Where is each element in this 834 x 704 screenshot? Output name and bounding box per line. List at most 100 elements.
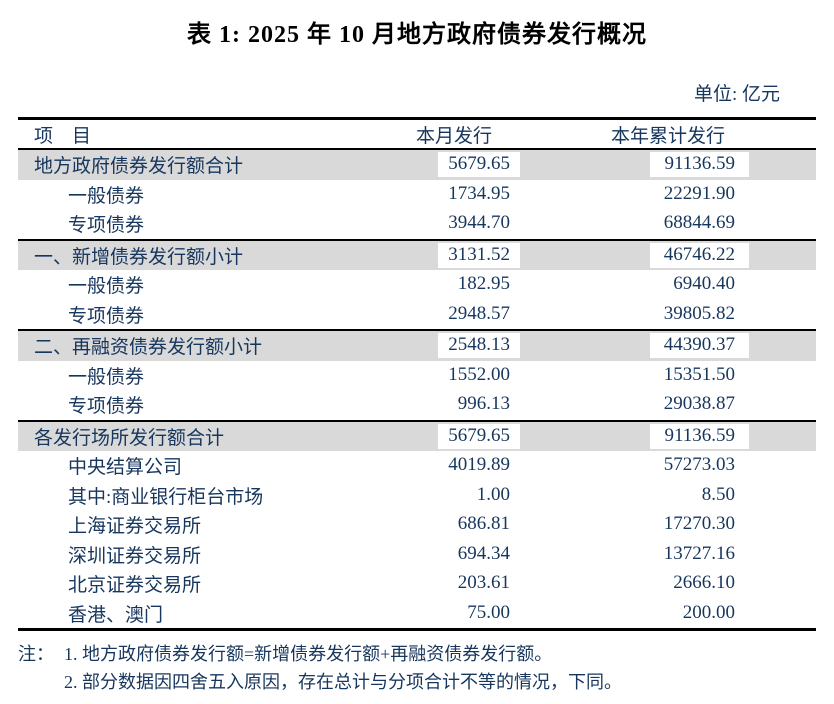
- table-row-8: 专项债券 996.13 29038.87: [18, 390, 816, 420]
- month-value-box: 2548.13: [438, 333, 520, 359]
- row-ytd-value: 39805.82: [520, 302, 816, 327]
- table-row-6: 二、再融资债券发行额小计 2548.13 44390.37: [18, 329, 816, 361]
- row-month-value: 203.61: [388, 571, 520, 596]
- table-notes: 注： 1. 地方政府债券发行额=新增债券发行额+再融资债券发行额。 2. 部分数…: [18, 640, 816, 696]
- month-value-box: 3131.52: [438, 242, 520, 268]
- table-row-14: 北京证券交易所 203.61 2666.10: [18, 569, 816, 599]
- month-value-box: 75.00: [467, 601, 510, 623]
- row-month-value: 3131.52: [388, 242, 520, 268]
- row-item-label: 各发行场所发行额合计: [34, 427, 225, 449]
- table-title: 表 1: 2025 年 10 月地方政府债券发行概况: [187, 22, 647, 48]
- row-ytd-value: 6940.40: [520, 272, 816, 297]
- row-month-value: 3944.70: [388, 211, 520, 236]
- table-row-10: 中央结算公司 4019.89 57273.03: [18, 451, 816, 481]
- row-item-label: 深圳证券交易所: [68, 545, 202, 567]
- row-item-label: 二、再融资债券发行额小计: [34, 337, 263, 359]
- row-item-label: 地方政府债券发行额合计: [34, 156, 244, 178]
- ytd-value-box: 13727.16: [663, 542, 735, 564]
- month-value-box: 1.00: [476, 483, 510, 505]
- month-value-box: 2948.57: [448, 302, 510, 324]
- row-item-label: 专项债券: [68, 305, 145, 327]
- ytd-value-box: 15351.50: [663, 363, 735, 385]
- note-line-1: 注： 1. 地方政府债券发行额=新增债券发行额+再融资债券发行额。: [18, 640, 816, 668]
- row-month-value: 1.00: [388, 483, 520, 508]
- table-row-11: 其中:商业银行柜台市场 1.00 8.50: [18, 481, 816, 511]
- row-item-label: 香港、澳门: [68, 604, 164, 626]
- table-row-15: 香港、澳门 75.00 200.00: [18, 599, 816, 629]
- table-row-1: 一般债券 1734.95 22291.90: [18, 180, 816, 210]
- row-item-label: 上海证券交易所: [68, 516, 202, 538]
- month-value-box: 203.61: [457, 572, 510, 594]
- row-ytd-value: 57273.03: [520, 453, 816, 478]
- row-item-label: 一般债券: [68, 276, 145, 298]
- row-item-label: 一般债券: [68, 185, 145, 207]
- month-value-box: 3944.70: [448, 212, 510, 234]
- row-month-value: 996.13: [388, 392, 520, 417]
- row-ytd-value: 15351.50: [520, 363, 816, 388]
- ytd-value-box: 44390.37: [649, 333, 749, 359]
- row-ytd-value: 68844.69: [520, 211, 816, 236]
- row-item-label: 中央结算公司: [68, 457, 183, 479]
- note-text-1: 1. 地方政府债券发行额=新增债券发行额+再融资债券发行额。: [64, 644, 553, 664]
- column-header-month-issuance: 本月发行: [415, 125, 492, 147]
- month-value-box: 4019.89: [448, 454, 510, 476]
- ytd-value-box: 22291.90: [663, 182, 735, 204]
- ytd-value-box: 200.00: [682, 601, 735, 623]
- ytd-value-box: 39805.82: [663, 302, 735, 324]
- row-ytd-value: 22291.90: [520, 182, 816, 207]
- row-ytd-value: 13727.16: [520, 542, 816, 567]
- row-month-value: 75.00: [388, 601, 520, 626]
- row-ytd-value: 2666.10: [520, 571, 816, 596]
- unit-label: 单位: 亿元: [693, 84, 780, 105]
- ytd-value-box: 68844.69: [663, 212, 735, 234]
- row-ytd-value: 91136.59: [520, 152, 816, 178]
- row-month-value: 5679.65: [388, 152, 520, 178]
- month-value-box: 182.95: [457, 273, 510, 295]
- row-item-label: 北京证券交易所: [68, 575, 202, 597]
- row-month-value: 1734.95: [388, 182, 520, 207]
- row-month-value: 694.34: [388, 542, 520, 567]
- row-ytd-value: 8.50: [520, 483, 816, 508]
- row-month-value: 5679.65: [388, 423, 520, 449]
- month-value-box: 996.13: [457, 393, 510, 415]
- table-row-3: 一、新增债券发行额小计 3131.52 46746.22: [18, 238, 816, 270]
- row-item-label: 专项债券: [68, 396, 145, 418]
- table-row-12: 上海证券交易所 686.81 17270.30: [18, 510, 816, 540]
- month-value-box: 1734.95: [448, 182, 510, 204]
- row-month-value: 182.95: [388, 272, 520, 297]
- table-row-5: 专项债券 2948.57 39805.82: [18, 300, 816, 330]
- note-text-2: 2. 部分数据因四舍五入原因，存在总计与分项合计不等的情况，下同。: [64, 672, 622, 692]
- row-ytd-value: 29038.87: [520, 392, 816, 417]
- row-month-value: 686.81: [388, 512, 520, 537]
- table-body: 地方政府债券发行额合计 5679.65 91136.59 一般债券 1734.9…: [18, 150, 816, 628]
- column-header-item: 项 目: [34, 125, 92, 147]
- bond-issuance-table: 项 目 本月发行 本年累计发行 地方政府债券发行额合计 5679.65 9113…: [18, 117, 816, 631]
- table-row-0: 地方政府债券发行额合计 5679.65 91136.59: [18, 150, 816, 180]
- row-month-value: 1552.00: [388, 363, 520, 388]
- ytd-value-box: 29038.87: [663, 393, 735, 415]
- row-month-value: 4019.89: [388, 453, 520, 478]
- ytd-value-box: 17270.30: [663, 513, 735, 535]
- ytd-value-box: 91136.59: [650, 152, 749, 178]
- note-line-2: 2. 部分数据因四舍五入原因，存在总计与分项合计不等的情况，下同。: [18, 668, 816, 696]
- ytd-value-box: 2666.10: [673, 572, 735, 594]
- table-row-2: 专项债券 3944.70 68844.69: [18, 209, 816, 239]
- row-ytd-value: 91136.59: [520, 423, 816, 449]
- row-ytd-value: 200.00: [520, 601, 816, 626]
- ytd-value-box: 8.50: [701, 483, 735, 505]
- month-value-box: 5679.65: [438, 423, 520, 449]
- table-row-9: 各发行场所发行额合计 5679.65 91136.59: [18, 419, 816, 451]
- table-header-row: 项 目 本月发行 本年累计发行: [18, 120, 816, 150]
- row-ytd-value: 46746.22: [520, 242, 816, 268]
- row-item-label: 一般债券: [68, 366, 145, 388]
- row-ytd-value: 17270.30: [520, 512, 816, 537]
- column-header-ytd-issuance: 本年累计发行: [610, 125, 725, 147]
- row-month-value: 2548.13: [388, 333, 520, 359]
- row-item-label: 一、新增债券发行额小计: [34, 246, 244, 268]
- table-row-7: 一般债券 1552.00 15351.50: [18, 361, 816, 391]
- ytd-value-box: 46746.22: [649, 242, 749, 268]
- note-prefix: 注：: [18, 644, 54, 664]
- month-value-box: 5679.65: [438, 152, 520, 178]
- month-value-box: 694.34: [457, 542, 510, 564]
- month-value-box: 1552.00: [448, 363, 510, 385]
